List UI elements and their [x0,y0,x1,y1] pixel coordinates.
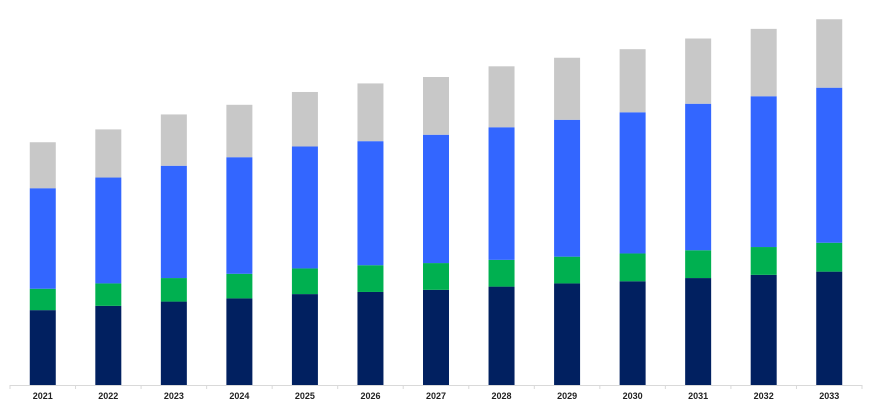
x-tick-label-2032: 2032 [754,391,774,401]
bar-segment-2022-series-2 [95,283,122,306]
bar-segment-2028-series-2 [488,259,515,287]
bar-segment-2032-series-1 [750,274,777,385]
bar-segment-2028-series-3 [488,127,515,260]
bar-segment-2033-series-2 [816,242,843,272]
bar-segment-2021-series-4 [29,142,56,189]
bar-segment-2030-series-1 [619,281,646,385]
x-tick-label-2031: 2031 [688,391,708,401]
x-tick-label-2026: 2026 [360,391,380,401]
bar-segment-2032-series-2 [750,247,777,275]
bar-segment-2026-series-1 [357,291,384,385]
bar-segment-2021-series-3 [29,188,56,289]
x-tick-label-2030: 2030 [623,391,643,401]
x-tick-label-2023: 2023 [164,391,184,401]
bar-segment-2033-series-1 [816,271,843,385]
bar-segment-2026-series-3 [357,141,384,266]
x-tick-label-2021: 2021 [33,391,53,401]
bar-segment-2028-series-1 [488,286,515,385]
bar-segment-2032-series-4 [750,28,777,97]
bar-segment-2025-series-3 [291,146,318,269]
bar-segment-2022-series-4 [95,129,122,178]
bar-segment-2030-series-2 [619,253,646,282]
bar-segment-2028-series-4 [488,66,515,128]
bar-segment-2027-series-2 [423,263,449,290]
bar-segment-2022-series-3 [95,177,122,284]
bar-segment-2029-series-4 [554,57,581,120]
bar-segment-2024-series-3 [226,157,253,274]
x-tick-label-2028: 2028 [492,391,512,401]
x-tick-label-2022: 2022 [98,391,118,401]
x-tick-label-2025: 2025 [295,391,315,401]
bar-segment-2021-series-2 [29,288,56,311]
bar-segment-2023-series-4 [160,114,187,166]
bar-segment-2031-series-4 [685,38,712,104]
bar-segment-2023-series-3 [160,165,187,279]
bar-segment-2029-series-3 [554,119,581,257]
bar-segment-2030-series-4 [619,49,646,113]
bar-segment-2026-series-2 [357,265,384,292]
bar-segment-2031-series-2 [685,250,712,279]
bar-segment-2026-series-4 [357,83,384,142]
bar-segment-2023-series-1 [160,301,187,385]
bar-segment-2022-series-1 [95,305,122,385]
bar-segment-2021-series-1 [29,310,56,385]
bar-segment-2033-series-4 [816,19,843,88]
bar-segment-2031-series-1 [685,278,712,385]
bar-segment-2029-series-2 [554,256,581,284]
bar-segment-2033-series-3 [816,87,843,243]
bar-segment-2025-series-2 [291,268,318,295]
bar-segment-2025-series-1 [291,294,318,385]
x-tick-label-2033: 2033 [819,391,839,401]
bar-segment-2030-series-3 [619,112,646,254]
bars-group [29,19,843,386]
x-tick-label-2027: 2027 [426,391,446,401]
x-tick-label-2029: 2029 [557,391,577,401]
bar-segment-2027-series-3 [423,134,449,264]
bar-segment-2024-series-4 [226,104,253,158]
bar-segment-2032-series-3 [750,96,777,248]
x-tick-labels-group: 2021 2022 2023 2024 2025 2026 2027 2028 2029 2030… [33,391,839,401]
bar-segment-2027-series-1 [423,289,449,385]
x-tick-label-2024: 2024 [229,391,249,401]
bar-segment-2024-series-1 [226,298,253,386]
bar-segment-2027-series-4 [423,77,449,135]
bar-segment-2024-series-2 [226,273,253,299]
bar-segment-2029-series-1 [554,283,581,385]
bar-segment-2025-series-4 [291,91,318,147]
bar-segment-2031-series-3 [685,103,712,251]
x-ticks-group [9,385,863,389]
bar-segment-2023-series-2 [160,278,187,302]
